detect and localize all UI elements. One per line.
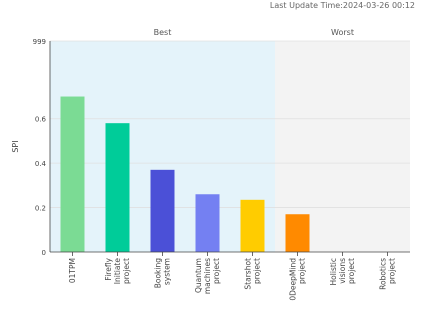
bar-1[interactable] bbox=[105, 123, 130, 252]
bar-0[interactable] bbox=[60, 96, 85, 253]
x-tick-label: Roboticsproject bbox=[379, 258, 397, 290]
y-axis-title: SPI bbox=[11, 140, 20, 152]
bar-3[interactable] bbox=[195, 194, 220, 252]
tick-labels: 0 0.2 0.4 0.6 999 SPI 01TPM FireflyInitiateproj… bbox=[11, 38, 397, 301]
region-label-worst: Worst bbox=[331, 28, 354, 37]
x-tick-label: 01TPM bbox=[68, 258, 77, 283]
y-tick-label: 0.2 bbox=[35, 205, 46, 213]
x-tick-label: Holisticvisionsproject bbox=[329, 258, 356, 286]
y-top-tick-label: 999 bbox=[33, 38, 46, 46]
x-tick-label: 0DeepMindproject bbox=[289, 258, 307, 301]
last-update-time: Last Update Time:2024-03-26 00:12 bbox=[269, 1, 415, 10]
bar-2[interactable] bbox=[150, 169, 175, 252]
x-tick-label: Starshotproject bbox=[244, 258, 262, 290]
y-tick-label: 0 bbox=[42, 249, 46, 257]
axes bbox=[49, 41, 410, 256]
y-tick-label: 0.6 bbox=[35, 116, 47, 124]
x-tick-label: Quantummachinesproject bbox=[194, 258, 221, 294]
x-tick-label: FireflyInitiateproject bbox=[104, 257, 131, 284]
y-tick-label: 0.4 bbox=[35, 160, 47, 168]
bar-4[interactable] bbox=[240, 199, 265, 252]
bar-5[interactable] bbox=[285, 214, 310, 252]
region-backgrounds: Best Worst bbox=[50, 28, 410, 252]
region-label-best: Best bbox=[154, 28, 172, 37]
bars bbox=[60, 96, 310, 253]
x-tick-label: Bookingsystem bbox=[154, 258, 172, 289]
